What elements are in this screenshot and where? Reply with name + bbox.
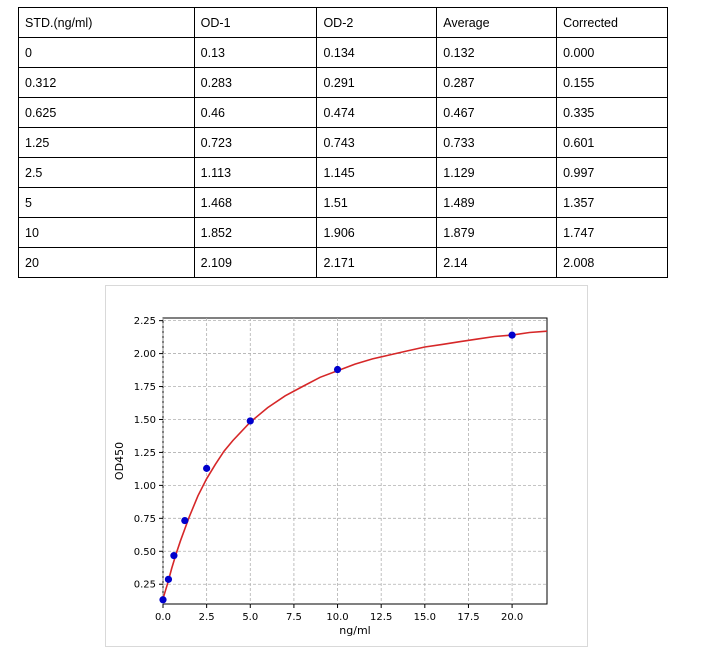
table-row: 10 1.852 1.906 1.879 1.747 bbox=[18, 217, 668, 248]
x-tick-label: 15.0 bbox=[414, 612, 436, 623]
table-cell: 2.5 bbox=[18, 157, 195, 188]
y-tick-label: 1.25 bbox=[134, 448, 156, 459]
x-tick-label: 0.0 bbox=[155, 612, 171, 623]
x-tick-label: 2.5 bbox=[199, 612, 215, 623]
x-tick-label: 20.0 bbox=[501, 612, 523, 623]
y-tick-label: 0.50 bbox=[134, 547, 156, 558]
table-cell: 2.14 bbox=[436, 247, 558, 278]
data-point bbox=[333, 365, 342, 374]
x-tick-label: 7.5 bbox=[286, 612, 302, 623]
y-tick-label: 1.50 bbox=[134, 415, 156, 426]
table-cell: 1.747 bbox=[556, 217, 668, 248]
curve-layer bbox=[162, 330, 548, 599]
table-cell: 0.134 bbox=[316, 37, 438, 68]
table-cell: 1.852 bbox=[193, 217, 318, 248]
table-cell: 0.601 bbox=[556, 127, 668, 158]
table-cell: 0.287 bbox=[436, 67, 558, 98]
y-tick-label: 1.00 bbox=[134, 481, 156, 492]
table-row: 1.25 0.723 0.743 0.733 0.601 bbox=[18, 127, 668, 158]
data-point bbox=[170, 552, 178, 560]
data-point bbox=[159, 596, 167, 604]
table-cell: 0.474 bbox=[316, 97, 438, 128]
header-average: Average bbox=[436, 7, 558, 38]
header-corrected: Corrected bbox=[556, 7, 668, 38]
header-od2: OD-2 bbox=[316, 7, 438, 38]
table-cell: 0.625 bbox=[18, 97, 195, 128]
table-cell: 1.25 bbox=[18, 127, 195, 158]
table-cell: 10 bbox=[18, 217, 195, 248]
table-cell: 2.109 bbox=[193, 247, 318, 278]
grid-layer bbox=[162, 318, 547, 604]
x-tick-label: 12.5 bbox=[370, 612, 392, 623]
y-axis-label: OD450 bbox=[113, 442, 126, 480]
table-cell: 0.000 bbox=[556, 37, 668, 68]
table-cell: 0.132 bbox=[436, 37, 558, 68]
header-std: STD.(ng/ml) bbox=[18, 7, 195, 38]
data-point bbox=[181, 516, 189, 525]
table-cell: 0.46 bbox=[193, 97, 318, 128]
table-row: 0 0.13 0.134 0.132 0.000 bbox=[18, 37, 668, 68]
point-layer bbox=[159, 331, 516, 604]
table-row: 0.312 0.283 0.291 0.287 0.155 bbox=[18, 67, 668, 98]
table-cell: 1.489 bbox=[436, 187, 558, 218]
table-cell: 0.723 bbox=[193, 127, 318, 158]
table-row: 20 2.109 2.171 2.14 2.008 bbox=[18, 247, 668, 278]
table-cell: 0.467 bbox=[436, 97, 558, 128]
x-tick-label: 10.0 bbox=[326, 612, 348, 623]
table-cell: 0.291 bbox=[316, 67, 438, 98]
table-cell: 0.283 bbox=[193, 67, 318, 98]
data-point bbox=[203, 464, 211, 472]
table-cell: 2.008 bbox=[556, 247, 668, 278]
table-cell: 20 bbox=[18, 247, 195, 278]
table-cell: 0 bbox=[18, 37, 195, 68]
fit-curve-line bbox=[162, 330, 548, 599]
table-row: 5 1.468 1.51 1.489 1.357 bbox=[18, 187, 668, 218]
table-cell: 1.468 bbox=[193, 187, 318, 218]
table-cell: 1.51 bbox=[316, 187, 438, 218]
chart-svg: 0.0 2.5 5.0 7.5 10.0 12.5 15.0 17.5 20.0 0.25 0.50… bbox=[113, 316, 548, 637]
x-axis-label: ng/ml bbox=[339, 624, 370, 637]
table-cell: 2.171 bbox=[316, 247, 438, 278]
x-tick-label: 5.0 bbox=[242, 612, 258, 623]
y-tick-label: 0.75 bbox=[134, 514, 156, 525]
table-cell: 0.997 bbox=[556, 157, 668, 188]
data-point bbox=[508, 331, 516, 339]
table-cell: 0.312 bbox=[18, 67, 195, 98]
table-header-row: STD.(ng/ml) OD-1 OD-2 Average Corrected bbox=[18, 7, 668, 38]
table-cell: 1.145 bbox=[316, 157, 438, 188]
table-cell: 1.906 bbox=[316, 217, 438, 248]
plot-area bbox=[162, 317, 548, 605]
table-cell: 0.155 bbox=[556, 67, 668, 98]
y-tick-label: 2.25 bbox=[134, 316, 156, 327]
tick-layer: 0.0 2.5 5.0 7.5 10.0 12.5 15.0 17.5 20.0 0.25 0.50… bbox=[134, 316, 523, 623]
table-cell: 1.357 bbox=[556, 187, 668, 218]
table-row: 2.5 1.113 1.145 1.129 0.997 bbox=[18, 157, 668, 188]
standard-curve-chart: 0.0 2.5 5.0 7.5 10.0 12.5 15.0 17.5 20.0 0.25 0.50… bbox=[105, 285, 588, 647]
data-point bbox=[164, 575, 173, 583]
table-cell: 1.129 bbox=[436, 157, 558, 188]
header-od1: OD-1 bbox=[193, 7, 318, 38]
y-tick-label: 0.25 bbox=[134, 580, 156, 591]
y-tick-label: 1.75 bbox=[134, 382, 156, 393]
table-cell: 0.13 bbox=[193, 37, 318, 68]
data-point bbox=[246, 417, 254, 425]
standard-table: STD.(ng/ml) OD-1 OD-2 Average Corrected … bbox=[18, 7, 668, 278]
y-tick-label: 2.00 bbox=[134, 349, 156, 360]
table-cell: 1.879 bbox=[436, 217, 558, 248]
table-cell: 5 bbox=[18, 187, 195, 218]
table-row: 0.625 0.46 0.474 0.467 0.335 bbox=[18, 97, 668, 128]
table-cell: 0.743 bbox=[316, 127, 438, 158]
table-cell: 0.733 bbox=[436, 127, 558, 158]
table-cell: 1.113 bbox=[193, 157, 318, 188]
table-cell: 0.335 bbox=[556, 97, 668, 128]
x-tick-label: 17.5 bbox=[457, 612, 479, 623]
table-body: 0 0.13 0.134 0.132 0.000 0.312 0.283 0.291 0.287… bbox=[18, 37, 668, 278]
